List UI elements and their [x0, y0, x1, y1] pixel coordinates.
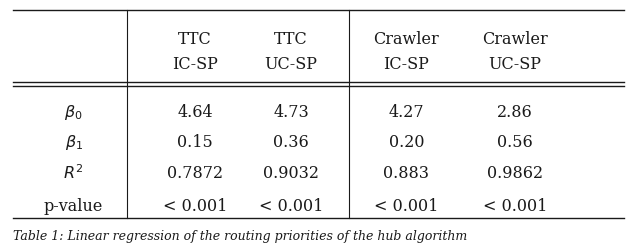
Text: p-value: p-value	[44, 197, 103, 214]
Text: 4.73: 4.73	[273, 104, 309, 121]
Text: $\beta_1$: $\beta_1$	[65, 133, 83, 152]
Text: 4.64: 4.64	[177, 104, 213, 121]
Text: 0.883: 0.883	[383, 164, 429, 181]
Text: TTC: TTC	[179, 30, 212, 48]
Text: 4.27: 4.27	[388, 104, 424, 121]
Text: UC-SP: UC-SP	[265, 56, 317, 73]
Text: 0.56: 0.56	[497, 134, 533, 151]
Text: 0.9862: 0.9862	[487, 164, 543, 181]
Text: 0.9032: 0.9032	[263, 164, 319, 181]
Text: < 0.001: < 0.001	[374, 197, 438, 214]
Text: Table 1: Linear regression of the routing priorities of the hub algorithm: Table 1: Linear regression of the routin…	[13, 229, 467, 242]
Text: 2.86: 2.86	[497, 104, 533, 121]
Text: 0.7872: 0.7872	[167, 164, 223, 181]
Text: Crawler: Crawler	[374, 30, 439, 48]
Text: 0.36: 0.36	[273, 134, 309, 151]
Text: < 0.001: < 0.001	[163, 197, 227, 214]
Text: IC-SP: IC-SP	[172, 56, 218, 73]
Text: 0.20: 0.20	[388, 134, 424, 151]
Text: Crawler: Crawler	[483, 30, 548, 48]
Text: 0.15: 0.15	[177, 134, 213, 151]
Text: $\beta_0$: $\beta_0$	[65, 103, 83, 122]
Text: IC-SP: IC-SP	[383, 56, 429, 73]
Text: < 0.001: < 0.001	[259, 197, 323, 214]
Text: TTC: TTC	[275, 30, 308, 48]
Text: < 0.001: < 0.001	[483, 197, 547, 214]
Text: UC-SP: UC-SP	[489, 56, 541, 73]
Text: $R^2$: $R^2$	[63, 163, 84, 182]
